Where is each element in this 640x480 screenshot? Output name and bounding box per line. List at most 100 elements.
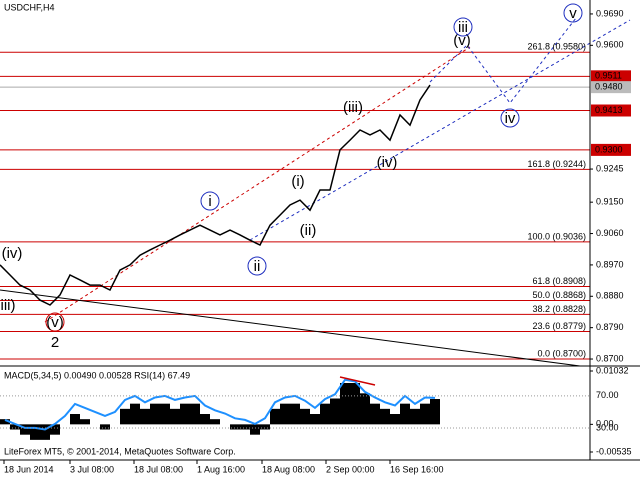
level-label: 0.9413 — [595, 105, 623, 115]
macd-bar — [390, 414, 400, 425]
y-tick-label: 0.00 — [596, 419, 614, 429]
fib-label: 0.0 (0.8700) — [537, 348, 586, 358]
fib-label: 50.0 (0.8868) — [532, 290, 586, 300]
divergence-line — [339, 376, 376, 386]
macd-bar — [260, 424, 270, 430]
macd-bar — [300, 408, 310, 425]
wave-label: (v) — [46, 314, 64, 331]
x-tick-label: 3 Jul 08:00 — [70, 464, 114, 474]
y-tick-label: 0.9150 — [596, 197, 624, 207]
macd-bar — [240, 424, 250, 430]
macd-bar — [40, 424, 50, 440]
current-price-label: 0.9480 — [595, 82, 623, 92]
level-label: 0.9300 — [595, 144, 623, 154]
macd-bar — [380, 408, 390, 425]
fib-label: 38.2 (0.8828) — [532, 304, 586, 314]
wave-label: iv — [505, 110, 516, 127]
x-tick-label: 18 Aug 08:00 — [262, 464, 315, 474]
wave-circle — [563, 3, 583, 23]
macd-bar — [370, 403, 380, 425]
macd-bar — [190, 403, 200, 425]
wave-circle — [45, 312, 65, 332]
y-tick-label: 0.9245 — [596, 163, 624, 173]
wave-label: (iv) — [377, 154, 398, 171]
footer: LiteForex MT5, © 2001-2014, MetaQuotes S… — [4, 446, 236, 456]
wave-label: ii — [254, 258, 261, 275]
macd-bar — [160, 403, 170, 425]
level-box — [591, 70, 631, 83]
y2-tick-label: 30.00 — [596, 422, 619, 432]
wave-circle — [200, 191, 220, 211]
y2-tick-label: 70.00 — [596, 390, 619, 400]
level-box — [591, 143, 631, 156]
price-line — [0, 84, 431, 306]
wave-label: (i) — [291, 173, 304, 190]
current-price-box — [591, 81, 631, 94]
macd-bar — [170, 408, 180, 425]
trend-line — [0, 289, 581, 367]
x-tick-label: 2 Sep 00:00 — [326, 464, 375, 474]
macd-bar — [400, 403, 410, 425]
macd-bar — [80, 419, 90, 425]
x-tick-label: 1 Aug 16:00 — [197, 464, 245, 474]
y-tick-label: 0.8880 — [596, 291, 624, 301]
macd-bar — [420, 403, 430, 425]
wave-label: iii — [458, 19, 468, 36]
macd-bar — [310, 414, 320, 425]
level-box — [591, 104, 631, 117]
macd-bar — [210, 419, 220, 425]
macd-bar — [0, 419, 10, 425]
fib-label: 61.8 (0.8908) — [532, 276, 586, 286]
macd-bar — [280, 403, 290, 425]
macd-bar — [320, 403, 330, 425]
macd-bar — [180, 403, 190, 425]
fib-label: 23.6 (0.8779) — [532, 321, 586, 331]
macd-bar — [410, 408, 420, 425]
macd-bar — [200, 414, 210, 425]
wave-label: (ii) — [300, 222, 317, 239]
macd-bar — [70, 414, 80, 425]
projection — [429, 17, 577, 104]
y-tick-label: -0.00535 — [596, 446, 632, 456]
macd-bar — [430, 399, 440, 425]
channel-line — [44, 46, 471, 323]
y-tick-label: 0.01032 — [596, 365, 629, 375]
rsi-line — [4, 378, 436, 431]
macd-bar — [130, 403, 140, 425]
macd-bar — [360, 393, 370, 425]
indicator-title: MACD(5,34,5) 0.00490 0.00528 RSI(14) 67.… — [4, 370, 190, 380]
wave-label: i — [208, 193, 211, 210]
y-tick-label: 0.9690 — [596, 8, 624, 18]
macd-bar — [290, 403, 300, 425]
macd-bar — [50, 424, 60, 435]
macd-bar — [30, 424, 40, 440]
chart-title: USDCHF,H4 — [4, 2, 55, 12]
wave-circle — [247, 256, 267, 276]
y-tick-label: 0.8790 — [596, 322, 624, 332]
y-tick-label: 0.9600 — [596, 40, 624, 50]
macd-bar — [20, 424, 30, 435]
macd-bar — [350, 382, 360, 425]
macd-bar — [270, 408, 280, 425]
macd-bar — [230, 424, 240, 430]
fib-label: 161.8 (0.9244) — [527, 159, 586, 169]
y-tick-label: 0.8700 — [596, 353, 624, 363]
wave-label: (v) — [453, 32, 471, 49]
macd-bar — [150, 403, 160, 425]
macd-bar — [340, 382, 350, 425]
y-tick-label: 0.9060 — [596, 228, 624, 238]
x-tick-label: 16 Sep 16:00 — [390, 464, 444, 474]
wave-circle — [500, 108, 520, 128]
macd-bar — [10, 424, 20, 430]
wave-label: iii) — [1, 297, 16, 314]
y-tick-label: 0.8970 — [596, 259, 624, 269]
fib-label: 261.8 (0.9580) — [527, 42, 586, 52]
x-tick-label: 18 Jul 08:00 — [134, 464, 183, 474]
macd-bar — [120, 408, 130, 425]
x-tick-label: 18 Jun 2014 — [4, 464, 54, 474]
macd-bar — [250, 424, 260, 435]
macd-bar — [100, 424, 110, 430]
wave-label: v — [569, 5, 577, 22]
